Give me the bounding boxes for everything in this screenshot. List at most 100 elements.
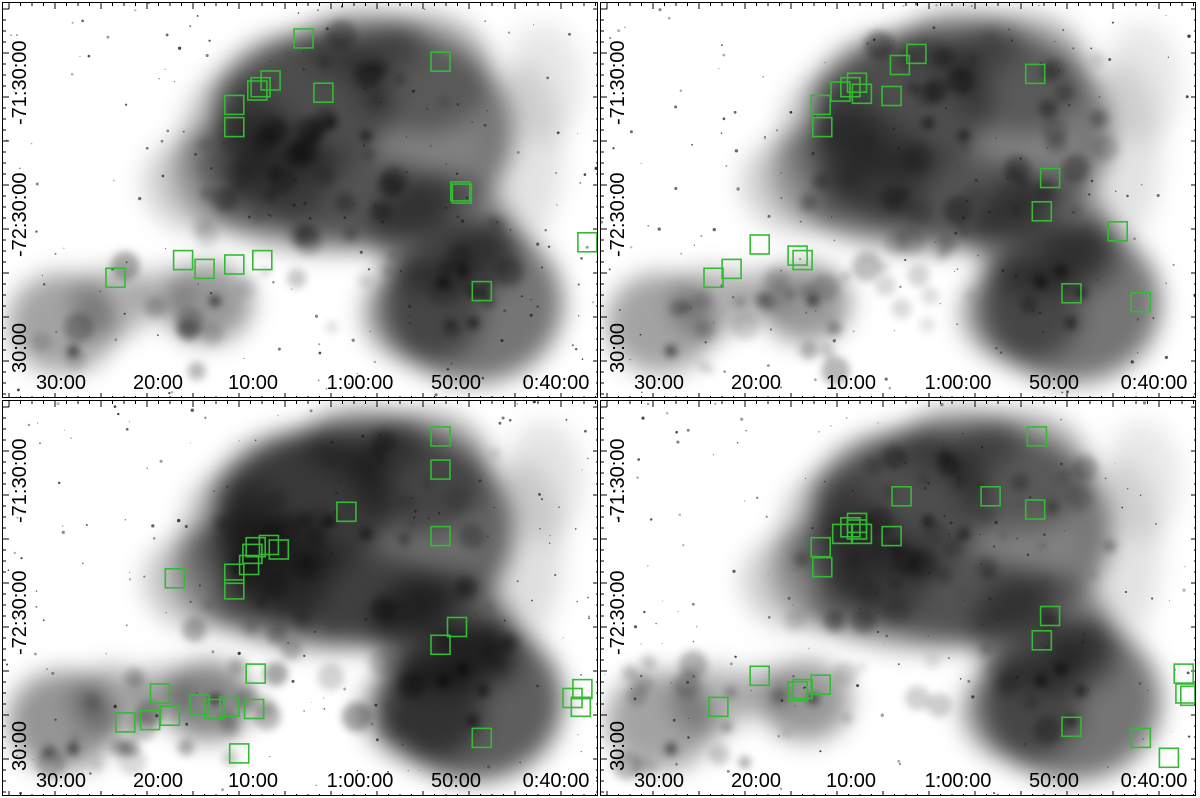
source-markers (708, 426, 1195, 769)
map-panel-top-right: 30:00 20:00 10:00 1:00:00 50:00 0:40:00 -71:30… (600, 2, 1196, 398)
source-marker (149, 683, 171, 704)
y-tick-label: 30:00 (607, 322, 629, 373)
axis-ticks (601, 401, 1195, 795)
source-marker (812, 556, 833, 578)
source-marker (219, 696, 240, 718)
x-tick-label: 10:00 (227, 372, 279, 394)
source-marker (164, 568, 186, 589)
source-marker (570, 696, 592, 718)
source-marker (812, 116, 833, 138)
x-tick-label: 10:00 (825, 372, 877, 394)
y-tick-label: 30:00 (9, 322, 31, 373)
y-tick-label: -71:30:00 (607, 40, 629, 125)
x-tick-label: 1:00:00 (326, 770, 394, 792)
source-marker (792, 249, 813, 271)
x-tick-label: 1:00:00 (326, 372, 394, 394)
source-markers (703, 43, 1152, 313)
source-marker (840, 517, 861, 538)
nebula-filaments (612, 445, 1117, 780)
map-panel-bottom-left: 30:00 20:00 10:00 1:00:00 50:00 0:40:00 -71:30… (2, 400, 598, 796)
source-marker (430, 525, 451, 547)
source-marker (105, 267, 126, 289)
source-marker (787, 680, 808, 702)
x-tick-label: 0:40:00 (1120, 770, 1188, 792)
y-tick-label: -72:30:00 (9, 172, 31, 257)
x-tick-label: 50:00 (1028, 372, 1080, 394)
source-marker (430, 459, 451, 480)
source-marker (787, 245, 808, 266)
source-marker (1130, 727, 1152, 749)
map-panel-bottom-right: 30:00 20:00 10:00 1:00:00 50:00 0:40:00 -71:30… (600, 400, 1196, 796)
source-marker (224, 579, 245, 600)
x-tick-label: 20:00 (132, 372, 184, 394)
source-marker (224, 116, 245, 138)
x-tick-label: 30:00 (35, 770, 87, 792)
nebula-filaments (31, 19, 524, 381)
source-marker (1024, 499, 1046, 520)
source-marker (1179, 685, 1195, 707)
source-marker (224, 94, 245, 116)
source-marker (830, 81, 851, 102)
x-tick-label: 1:00:00 (924, 770, 992, 792)
source-marker (242, 543, 263, 565)
source-marker (851, 523, 873, 545)
x-tick-label: 20:00 (730, 770, 782, 792)
source-marker (243, 698, 265, 720)
source-marker (449, 181, 471, 202)
x-tick-label: 50:00 (1028, 770, 1080, 792)
source-marker (906, 43, 927, 65)
x-tick-label: 10:00 (825, 770, 877, 792)
source-marker (430, 426, 451, 447)
map-image (601, 3, 1195, 397)
x-tick-label: 20:00 (730, 372, 782, 394)
source-marker (1175, 683, 1195, 704)
source-marker (293, 28, 314, 49)
x-tick-label: 1:00:00 (924, 372, 992, 394)
x-tick-label: 0:40:00 (522, 372, 590, 394)
source-marker (252, 249, 273, 271)
y-tick-label: -71:30:00 (607, 438, 629, 523)
map-image (601, 401, 1195, 795)
nebula-filaments (35, 430, 519, 779)
y-tick-label: 30:00 (607, 720, 629, 771)
source-marker (313, 82, 334, 103)
star-field (6, 401, 597, 795)
source-marker (430, 634, 451, 656)
source-marker (1061, 282, 1082, 304)
source-marker (1039, 167, 1061, 189)
source-marker (336, 501, 357, 523)
x-tick-label: 30:00 (633, 372, 685, 394)
source-marker (577, 232, 597, 253)
source-marker (471, 727, 493, 749)
source-marker (749, 234, 770, 255)
source-marker (889, 54, 911, 76)
source-marker (1107, 221, 1129, 242)
y-tick-label: -72:30:00 (607, 172, 629, 257)
source-marker (245, 663, 266, 684)
x-tick-label: 30:00 (35, 372, 87, 394)
source-marker (810, 94, 831, 116)
source-marker (451, 183, 473, 204)
axis-ticks (3, 401, 597, 795)
map-panel-top-left: 30:00 20:00 10:00 1:00:00 50:00 0:40:00 -71:30… (2, 2, 598, 398)
source-marker (250, 76, 271, 98)
axis-ticks (3, 3, 597, 397)
source-marker (749, 665, 770, 687)
source-marker (430, 51, 451, 73)
source-marker (446, 616, 468, 638)
source-marker (851, 83, 873, 105)
source-marker (980, 486, 1001, 507)
source-marker (792, 678, 813, 700)
y-tick-label: -72:30:00 (607, 570, 629, 655)
x-tick-label: 0:40:00 (1120, 372, 1188, 394)
source-marker (139, 709, 161, 731)
source-marker (881, 525, 902, 547)
axis-ticks (601, 3, 1195, 397)
source-marker (204, 698, 225, 720)
source-marker (810, 536, 831, 558)
source-marker (891, 486, 912, 507)
source-marker (1039, 605, 1061, 627)
source-marker (189, 694, 210, 715)
source-marker (1061, 716, 1082, 738)
source-marker (247, 80, 268, 101)
